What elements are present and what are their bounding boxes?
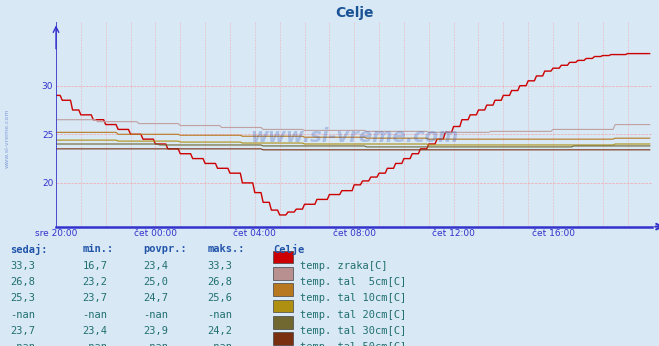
Text: 23,4: 23,4 bbox=[144, 261, 169, 271]
Text: www.si-vreme.com: www.si-vreme.com bbox=[5, 109, 10, 168]
Text: -nan: -nan bbox=[208, 310, 233, 320]
Text: -nan: -nan bbox=[82, 343, 107, 346]
Text: -nan: -nan bbox=[10, 310, 35, 320]
Text: sedaj:: sedaj: bbox=[10, 244, 47, 255]
Text: 16,7: 16,7 bbox=[82, 261, 107, 271]
Bar bbox=[273, 251, 293, 263]
Bar bbox=[273, 300, 293, 312]
Text: 25,6: 25,6 bbox=[208, 293, 233, 303]
Text: -nan: -nan bbox=[10, 343, 35, 346]
Title: Celje: Celje bbox=[335, 6, 374, 20]
Bar bbox=[273, 267, 293, 280]
Text: -nan: -nan bbox=[208, 343, 233, 346]
Text: Celje: Celje bbox=[273, 244, 304, 255]
Bar bbox=[273, 283, 293, 296]
Text: 23,7: 23,7 bbox=[82, 293, 107, 303]
Bar bbox=[273, 316, 293, 329]
Bar bbox=[273, 333, 293, 345]
Text: 25,0: 25,0 bbox=[144, 277, 169, 287]
Text: temp. tal 30cm[C]: temp. tal 30cm[C] bbox=[300, 326, 406, 336]
Text: temp. tal 20cm[C]: temp. tal 20cm[C] bbox=[300, 310, 406, 320]
Text: www.si-vreme.com: www.si-vreme.com bbox=[250, 127, 459, 146]
Text: temp. zraka[C]: temp. zraka[C] bbox=[300, 261, 387, 271]
Text: min.:: min.: bbox=[82, 244, 113, 254]
Text: 23,4: 23,4 bbox=[82, 326, 107, 336]
Text: -nan: -nan bbox=[82, 310, 107, 320]
Text: 33,3: 33,3 bbox=[208, 261, 233, 271]
Text: 24,7: 24,7 bbox=[144, 293, 169, 303]
Text: 24,2: 24,2 bbox=[208, 326, 233, 336]
Text: 33,3: 33,3 bbox=[10, 261, 35, 271]
Text: temp. tal 50cm[C]: temp. tal 50cm[C] bbox=[300, 343, 406, 346]
Text: 26,8: 26,8 bbox=[208, 277, 233, 287]
Text: 26,8: 26,8 bbox=[10, 277, 35, 287]
Text: 23,7: 23,7 bbox=[10, 326, 35, 336]
Text: 23,2: 23,2 bbox=[82, 277, 107, 287]
Text: -nan: -nan bbox=[144, 310, 169, 320]
Text: 23,9: 23,9 bbox=[144, 326, 169, 336]
Text: -nan: -nan bbox=[144, 343, 169, 346]
Text: temp. tal 10cm[C]: temp. tal 10cm[C] bbox=[300, 293, 406, 303]
Text: povpr.:: povpr.: bbox=[144, 244, 187, 254]
Text: maks.:: maks.: bbox=[208, 244, 245, 254]
Text: 25,3: 25,3 bbox=[10, 293, 35, 303]
Text: temp. tal  5cm[C]: temp. tal 5cm[C] bbox=[300, 277, 406, 287]
